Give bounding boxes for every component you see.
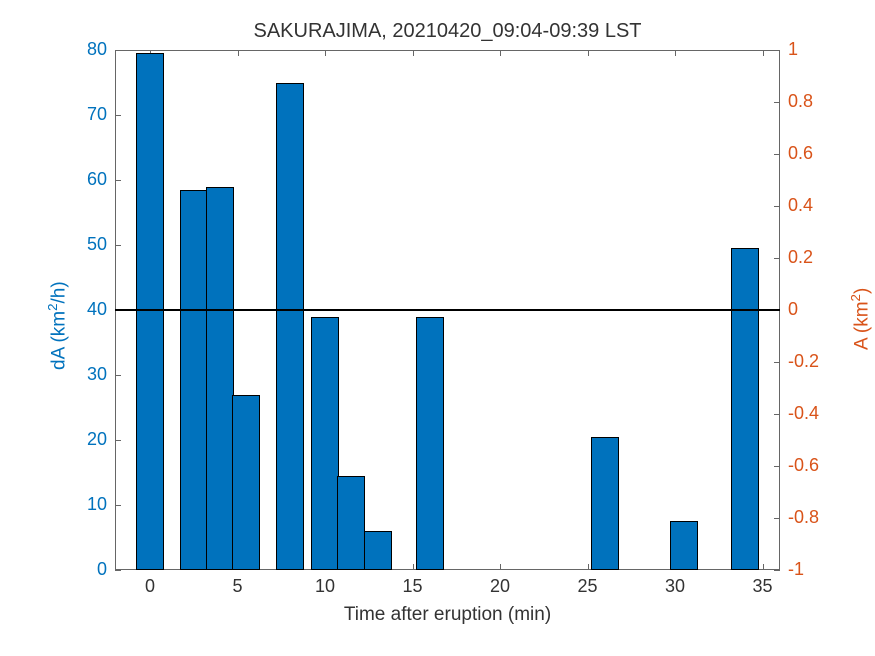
yl-tick-label: 50	[87, 234, 107, 255]
yr-tick-label: 0.2	[788, 247, 813, 268]
x-tick-mark-top	[238, 50, 239, 56]
yr-tick-mark	[774, 570, 780, 571]
yr-tick-mark	[774, 518, 780, 519]
yr-tick-label: 0.6	[788, 143, 813, 164]
x-tick-label: 10	[305, 576, 345, 597]
x-tick-mark-top	[763, 50, 764, 56]
yr-tick-label: 0	[788, 299, 798, 320]
x-tick-mark-top	[413, 50, 414, 56]
bar	[670, 521, 698, 570]
x-tick-mark-top	[588, 50, 589, 56]
yr-tick-label: -1	[788, 559, 804, 580]
yl-tick-label: 10	[87, 494, 107, 515]
yr-tick-label: 1	[788, 39, 798, 60]
yl-tick-mark	[115, 245, 121, 246]
yl-tick-label: 70	[87, 104, 107, 125]
yl-tick-label: 40	[87, 299, 107, 320]
yr-tick-mark	[774, 154, 780, 155]
yl-tick-label: 0	[97, 559, 107, 580]
bar	[311, 317, 339, 571]
yl-tick-mark	[115, 570, 121, 571]
yl-tick-label: 20	[87, 429, 107, 450]
bar	[591, 437, 619, 570]
bar	[232, 395, 260, 571]
bar	[136, 53, 164, 570]
x-tick-label: 5	[218, 576, 258, 597]
yr-tick-mark	[774, 206, 780, 207]
x-tick-mark-top	[500, 50, 501, 56]
x-tick-label: 20	[480, 576, 520, 597]
yl-tick-label: 80	[87, 39, 107, 60]
yr-tick-label: -0.4	[788, 403, 819, 424]
bar	[731, 248, 759, 570]
yr-tick-label: 0.4	[788, 195, 813, 216]
yr-tick-mark	[774, 362, 780, 363]
bar	[206, 187, 234, 571]
x-tick-label: 15	[393, 576, 433, 597]
bar	[276, 83, 304, 571]
x-tick-label: 35	[743, 576, 783, 597]
yl-tick-label: 60	[87, 169, 107, 190]
x-tick-label: 0	[130, 576, 170, 597]
x-tick-mark-top	[325, 50, 326, 56]
yl-tick-label: 30	[87, 364, 107, 385]
yr-tick-label: 0.8	[788, 91, 813, 112]
yl-tick-mark	[115, 505, 121, 506]
bar	[416, 317, 444, 571]
chart-title: SAKURAJIMA, 20210420_09:04-09:39 LST	[115, 20, 780, 43]
yl-tick-mark	[115, 375, 121, 376]
yl-tick-mark	[115, 115, 121, 116]
yr-tick-label: -0.8	[788, 507, 819, 528]
x-tick-mark	[763, 564, 764, 570]
x-axis-label: Time after eruption (min)	[115, 604, 780, 626]
yl-tick-mark	[115, 180, 121, 181]
y-axis-left-label: dA (km2/h)	[45, 281, 70, 370]
bar	[180, 190, 208, 570]
y-axis-right-label: A (km2)	[848, 288, 873, 350]
x-tick-label: 25	[568, 576, 608, 597]
x-tick-mark	[413, 564, 414, 570]
yl-tick-mark	[115, 50, 121, 51]
yr-tick-mark	[774, 102, 780, 103]
x-tick-mark	[500, 564, 501, 570]
bar	[337, 476, 365, 570]
x-tick-mark	[588, 564, 589, 570]
yr-tick-mark	[774, 414, 780, 415]
chart-figure: SAKURAJIMA, 20210420_09:04-09:39 LST Tim…	[0, 0, 875, 656]
yr-tick-label: -0.2	[788, 351, 819, 372]
yr-tick-mark	[774, 50, 780, 51]
x-tick-mark-top	[675, 50, 676, 56]
yr-tick-label: -0.6	[788, 455, 819, 476]
yl-tick-mark	[115, 440, 121, 441]
x-tick-label: 30	[655, 576, 695, 597]
yr-tick-mark	[774, 258, 780, 259]
yr-tick-mark	[774, 466, 780, 467]
bar	[364, 531, 392, 570]
zero-line	[115, 309, 780, 311]
